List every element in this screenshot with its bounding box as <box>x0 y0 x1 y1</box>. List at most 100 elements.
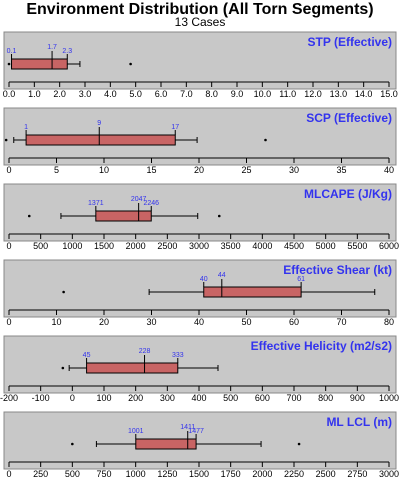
q1-label: 45 <box>83 352 91 359</box>
x-tick-label: 12.0 <box>304 89 322 99</box>
x-tick-label: 400 <box>191 393 206 403</box>
x-tick-label: 0 <box>6 469 11 479</box>
iqr-box <box>135 438 197 450</box>
iqr-box <box>86 362 179 374</box>
x-tick-label: 1500 <box>189 469 209 479</box>
panel-title: Effective Shear (kt) <box>283 263 392 277</box>
panel-background <box>3 259 397 318</box>
x-tick-label: 60 <box>289 317 299 327</box>
x-tick-label: 9.0 <box>231 89 244 99</box>
x-tick-label: 20 <box>194 165 204 175</box>
x-tick-label: 500 <box>223 393 238 403</box>
x-tick-label: 1.0 <box>28 89 41 99</box>
x-tick-label: 0 <box>6 317 11 327</box>
x-tick-label: 0 <box>70 393 75 403</box>
median-label: 1.7 <box>47 44 57 51</box>
x-tick-label: 3.0 <box>79 89 92 99</box>
x-tick-label: 5 <box>54 165 59 175</box>
x-tick-label: 250 <box>33 469 48 479</box>
x-tick-label: 2000 <box>252 469 272 479</box>
q1-label: 0.1 <box>7 48 17 55</box>
x-tick-label: 7.0 <box>180 89 193 99</box>
x-tick-label: 500 <box>33 241 48 251</box>
x-tick-label: 5000 <box>316 241 336 251</box>
x-tick-label: 2750 <box>347 469 367 479</box>
x-tick-label: 40 <box>384 165 394 175</box>
outlier-point <box>71 442 74 446</box>
chart-subtitle: 13 Cases <box>174 15 226 29</box>
x-tick-label: 30 <box>289 165 299 175</box>
panel-background <box>3 335 397 394</box>
panel-title: SCP (Effective) <box>306 111 392 125</box>
x-tick-label: 5500 <box>347 241 367 251</box>
x-tick-label: 2.0 <box>53 89 66 99</box>
q1-label: 1001 <box>128 428 144 435</box>
q3-label: 61 <box>297 276 305 283</box>
x-tick-label: 1000 <box>379 393 399 403</box>
x-tick-label: 11.0 <box>279 89 296 99</box>
x-tick-label: -200 <box>0 393 18 403</box>
median-label: 2047 <box>131 196 147 203</box>
x-tick-label: 4.0 <box>104 89 117 99</box>
x-tick-label: 8.0 <box>205 89 218 99</box>
median-label: 1411 <box>180 424 195 431</box>
x-tick-label: 2000 <box>126 241 146 251</box>
x-tick-label: 2500 <box>157 241 177 251</box>
x-tick-label: 10.0 <box>254 89 272 99</box>
panel-background <box>3 183 397 242</box>
x-tick-label: 14.0 <box>355 89 373 99</box>
x-tick-label: 700 <box>286 393 301 403</box>
outlier-point <box>61 366 65 370</box>
x-tick-label: 6000 <box>379 241 399 251</box>
x-tick-label: 800 <box>318 393 333 403</box>
x-tick-label: 4000 <box>252 241 272 251</box>
x-tick-label: 2500 <box>316 469 336 479</box>
x-tick-label: 750 <box>96 469 111 479</box>
x-tick-label: 30 <box>146 317 156 327</box>
x-tick-label: 15 <box>146 165 156 175</box>
x-tick-label: 13.0 <box>330 89 348 99</box>
x-tick-label: 0 <box>6 165 11 175</box>
x-tick-label: 1500 <box>94 241 114 251</box>
x-tick-label: 200 <box>128 393 143 403</box>
q3-label: 2246 <box>143 200 159 207</box>
x-tick-label: 3000 <box>189 241 209 251</box>
x-tick-label: 1000 <box>62 241 82 251</box>
median-label: 228 <box>139 348 151 355</box>
q3-label: 2.3 <box>62 48 72 55</box>
x-tick-label: 25 <box>241 165 251 175</box>
x-tick-label: 2250 <box>284 469 304 479</box>
x-tick-label: 10 <box>51 317 61 327</box>
x-tick-label: 100 <box>96 393 111 403</box>
q3-label: 1477 <box>188 428 204 435</box>
outlier-point <box>62 290 65 294</box>
outlier-point <box>264 138 267 142</box>
outlier-point <box>129 62 132 66</box>
outlier-point <box>27 214 31 218</box>
x-tick-label: 70 <box>336 317 346 327</box>
outlier-point <box>297 442 301 446</box>
x-tick-label: 80 <box>384 317 394 327</box>
q3-label: 17 <box>171 124 179 131</box>
x-tick-label: -100 <box>32 393 50 403</box>
x-tick-label: 500 <box>65 469 80 479</box>
q1-label: 1371 <box>88 200 104 207</box>
outlier-point <box>217 214 221 218</box>
chart-title: Environment Distribution (All Torn Segme… <box>26 1 374 18</box>
x-tick-label: 0 <box>6 241 11 251</box>
x-tick-label: 1250 <box>157 469 177 479</box>
x-tick-label: 600 <box>255 393 270 403</box>
x-tick-label: 6.0 <box>155 89 168 99</box>
x-tick-label: 10 <box>99 165 109 175</box>
outlier-point <box>4 138 8 142</box>
panel-title: STP (Effective) <box>308 35 392 49</box>
panel-title: Effective Helicity (m2/s2) <box>251 339 392 353</box>
q1-label: 40 <box>200 276 208 283</box>
x-tick-label: 5.0 <box>129 89 142 99</box>
panel-background <box>3 411 397 470</box>
panel-title: ML LCL (m) <box>326 415 392 429</box>
x-tick-label: 35 <box>336 165 346 175</box>
x-tick-label: 20 <box>99 317 109 327</box>
x-tick-label: 4500 <box>284 241 304 251</box>
